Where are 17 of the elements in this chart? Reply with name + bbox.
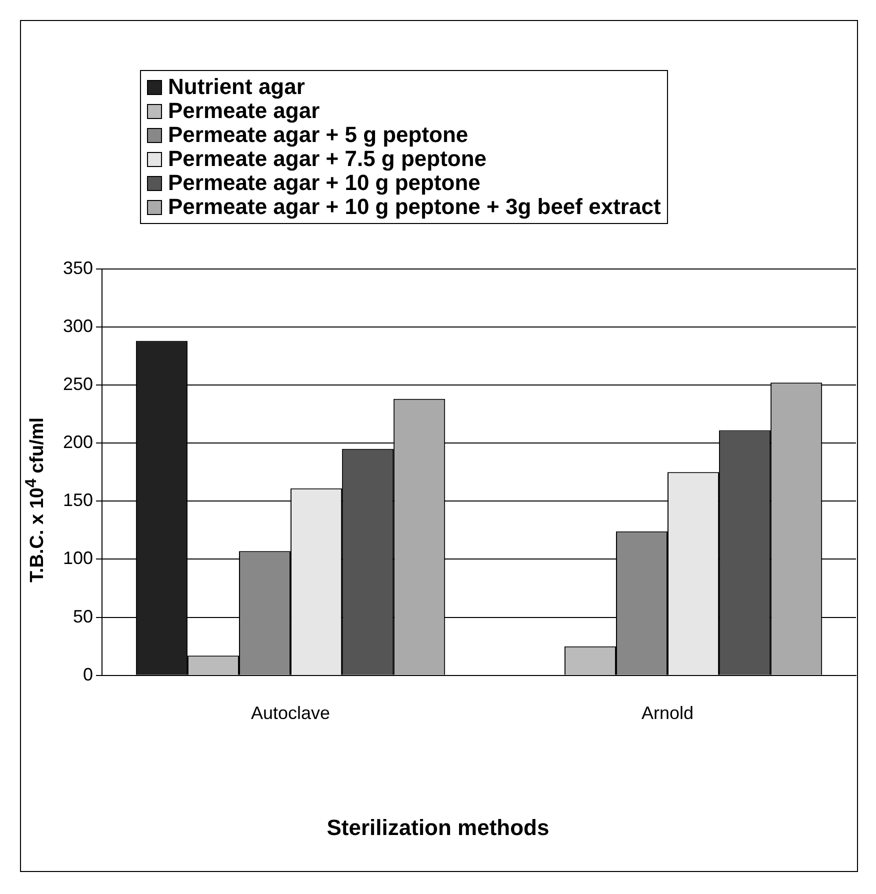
y-tick-label: 300: [62, 316, 94, 336]
legend-label: Permeate agar + 10 g peptone + 3g beef extract: [168, 194, 661, 219]
x-axis-title: Sterilization methods: [326, 815, 550, 841]
legend-label: Permeate agar + 5 g peptone: [168, 122, 468, 147]
legend-label: Permeate agar + 10 g peptone: [168, 170, 480, 195]
y-tick-label: 200: [62, 432, 94, 452]
x-tick-label: Autoclave: [250, 703, 330, 724]
y-tick-label: 100: [62, 548, 94, 568]
legend-label: Permeate agar + 7.5 g peptone: [168, 146, 487, 171]
x-tick-label: Arnold: [641, 703, 694, 724]
legend-label: Permeate agar: [168, 98, 320, 123]
legend-label: Nutrient agar: [168, 74, 305, 99]
y-tick-label: 0: [83, 664, 94, 684]
y-tick-label: 250: [62, 374, 94, 394]
y-tick-label: 150: [62, 490, 94, 510]
y-tick-label: 50: [73, 606, 94, 626]
y-tick-label: 350: [62, 258, 94, 278]
